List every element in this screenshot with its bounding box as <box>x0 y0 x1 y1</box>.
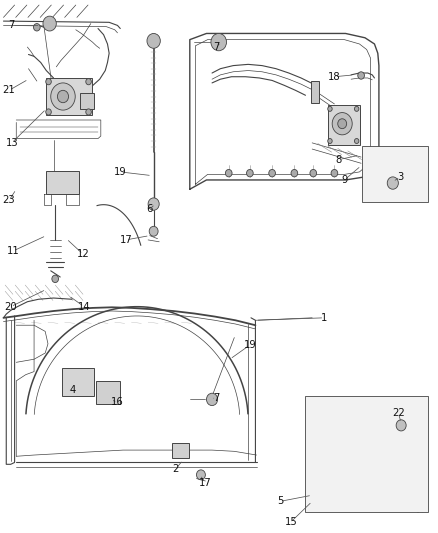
Circle shape <box>354 139 359 143</box>
Text: 18: 18 <box>328 72 341 82</box>
Circle shape <box>43 16 57 31</box>
Text: 15: 15 <box>285 517 297 527</box>
Text: 8: 8 <box>336 155 342 165</box>
Text: 4: 4 <box>70 385 76 395</box>
Circle shape <box>247 169 253 177</box>
Circle shape <box>147 34 160 49</box>
Circle shape <box>86 78 92 85</box>
Circle shape <box>396 420 406 431</box>
Text: 9: 9 <box>341 175 348 185</box>
Text: 23: 23 <box>3 196 15 205</box>
Circle shape <box>354 107 359 111</box>
Bar <box>328 104 360 145</box>
Circle shape <box>211 34 226 51</box>
Circle shape <box>387 177 399 189</box>
Bar <box>311 81 319 103</box>
Bar <box>305 395 428 512</box>
Bar <box>172 443 189 458</box>
Text: 2: 2 <box>173 464 179 474</box>
Text: 16: 16 <box>111 398 124 408</box>
Circle shape <box>206 393 218 406</box>
Circle shape <box>46 109 51 115</box>
Circle shape <box>310 169 317 177</box>
Text: 14: 14 <box>78 302 90 312</box>
Circle shape <box>148 198 159 210</box>
Text: 6: 6 <box>147 204 153 214</box>
Circle shape <box>226 169 232 177</box>
Bar <box>46 171 78 194</box>
Circle shape <box>269 169 276 177</box>
Text: 1: 1 <box>321 313 328 323</box>
Circle shape <box>358 72 364 79</box>
Text: 19: 19 <box>244 340 256 350</box>
Bar <box>46 78 92 115</box>
Circle shape <box>149 227 158 236</box>
Text: 22: 22 <box>392 408 405 418</box>
Text: 17: 17 <box>120 235 132 245</box>
Circle shape <box>328 139 332 143</box>
Text: 21: 21 <box>3 85 15 95</box>
Circle shape <box>331 169 338 177</box>
Circle shape <box>34 23 40 31</box>
Text: 3: 3 <box>397 172 403 182</box>
Circle shape <box>328 107 332 111</box>
Circle shape <box>338 119 346 128</box>
Text: 17: 17 <box>199 478 212 488</box>
Circle shape <box>51 83 75 110</box>
Bar <box>80 93 94 109</box>
Circle shape <box>52 275 59 282</box>
Bar <box>62 368 94 397</box>
Text: 7: 7 <box>9 20 15 30</box>
Circle shape <box>57 90 69 103</box>
Bar <box>96 381 120 405</box>
Text: 11: 11 <box>7 246 19 256</box>
Circle shape <box>86 109 92 115</box>
Bar <box>362 146 428 201</box>
Text: 7: 7 <box>213 393 220 403</box>
Text: 12: 12 <box>77 249 89 259</box>
Text: 13: 13 <box>6 138 18 148</box>
Circle shape <box>332 112 352 135</box>
Text: 5: 5 <box>277 496 283 506</box>
Text: 7: 7 <box>213 42 220 52</box>
Circle shape <box>197 470 205 480</box>
Circle shape <box>291 169 298 177</box>
Circle shape <box>46 78 51 85</box>
Text: 20: 20 <box>4 302 17 312</box>
Text: 19: 19 <box>114 167 127 177</box>
